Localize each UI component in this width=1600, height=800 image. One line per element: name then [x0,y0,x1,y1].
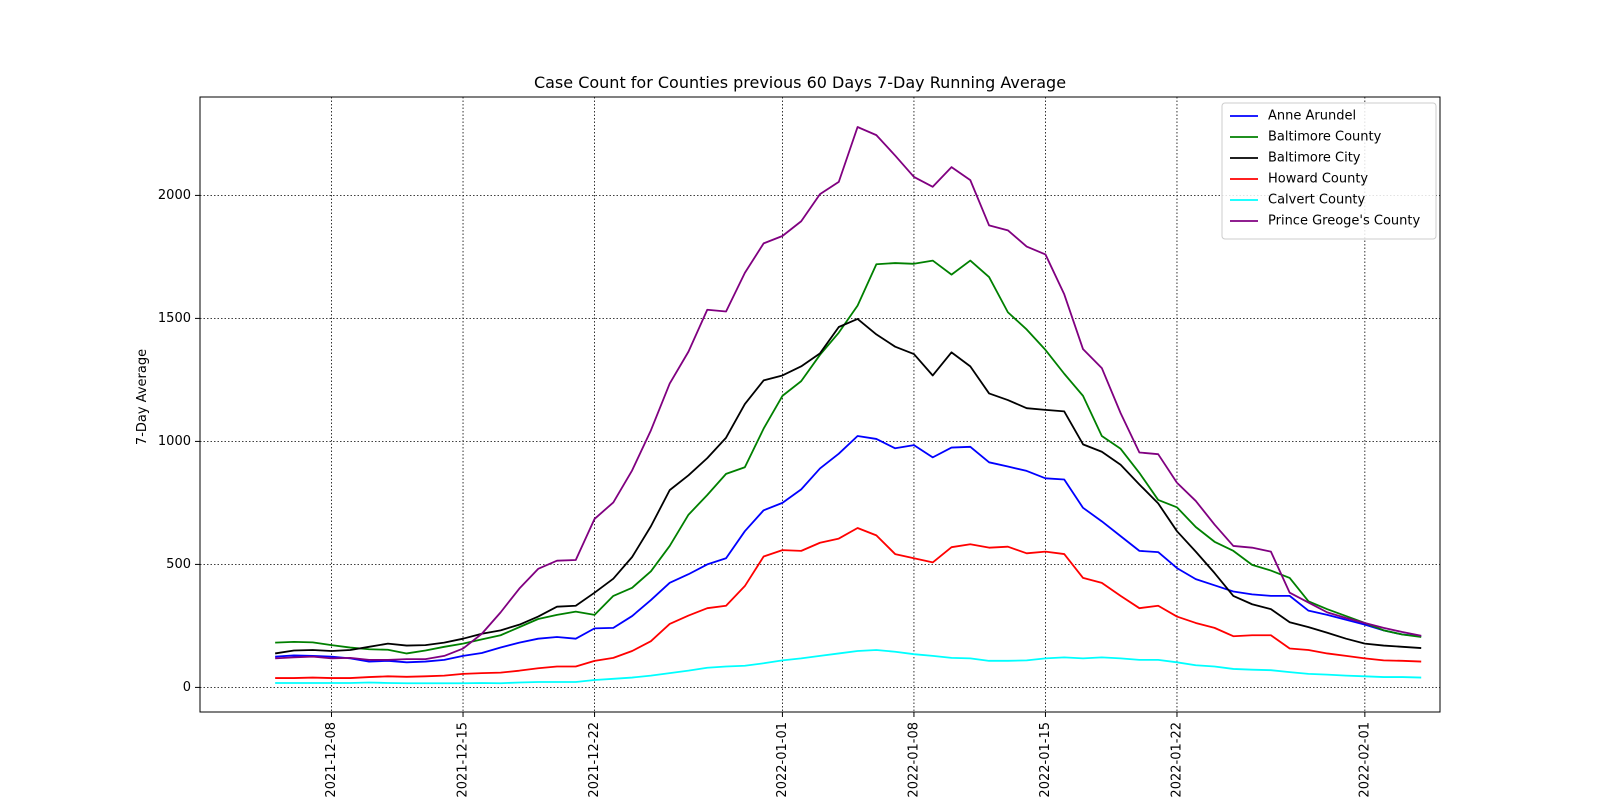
legend-label: Howard County [1268,172,1368,187]
series-line-2 [275,317,1422,655]
plot-area-frame [199,96,1441,713]
x-tick-label: 2021-12-08 [324,722,339,798]
legend-box [1221,102,1437,240]
x-axis: 2021-12-08 2021-12-15 2021-12-22 2022-01-01… [324,712,1372,798]
x-tick-label: 2022-02-01 [1357,722,1372,798]
series-lines [275,126,1422,685]
legend-label: Anne Arundel [1268,109,1356,124]
y-tick-label: 0 [183,680,191,695]
chart-title: Case Count for Counties previous 60 Days… [534,73,1066,92]
x-tick-label: 2021-12-22 [587,722,602,798]
x-tick-label: 2022-01-22 [1169,722,1184,798]
y-tick-label: 1500 [158,311,191,326]
y-tick-label: 2000 [158,188,191,203]
series-line-4 [275,649,1422,685]
y-tick-label: 500 [166,557,191,572]
y-axis: 0 500 1000 1500 2000 [158,188,200,695]
x-tick-label: 2021-12-15 [456,722,471,798]
series-line-3 [275,527,1422,679]
legend-label: Baltimore City [1268,151,1361,166]
x-tick-label: 2022-01-08 [906,722,921,798]
series-line-0 [275,435,1422,664]
series-line-1 [275,259,1422,655]
legend-label: Prince Greoge's County [1268,214,1421,229]
legend-label: Baltimore County [1268,130,1382,145]
x-tick-label: 2022-01-01 [775,722,790,798]
y-axis-label: 7-Day Average [135,349,150,445]
series-line-5 [275,126,1422,661]
legend-label: Calvert County [1268,193,1366,208]
legend: Anne Arundel Baltimore County Baltimore Ci… [1221,102,1437,240]
y-tick-label: 1000 [158,434,191,449]
x-tick-label: 2022-01-15 [1038,722,1053,798]
